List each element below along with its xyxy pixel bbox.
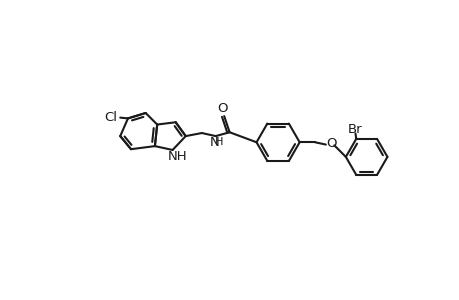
Text: H: H bbox=[214, 137, 223, 147]
Text: Br: Br bbox=[347, 123, 361, 136]
Text: O: O bbox=[325, 136, 336, 149]
Text: O: O bbox=[217, 102, 227, 115]
Text: N: N bbox=[210, 136, 219, 149]
Text: NH: NH bbox=[167, 150, 187, 164]
Text: Cl: Cl bbox=[104, 111, 117, 124]
